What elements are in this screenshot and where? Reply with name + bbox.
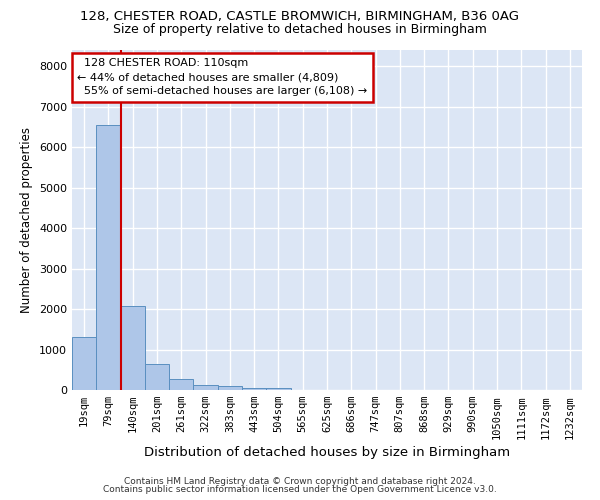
Bar <box>193 384 218 390</box>
Bar <box>218 386 242 390</box>
Y-axis label: Number of detached properties: Number of detached properties <box>20 127 34 313</box>
Bar <box>242 388 266 390</box>
Bar <box>169 378 193 390</box>
Text: 128 CHESTER ROAD: 110sqm  
← 44% of detached houses are smaller (4,809)
  55% of: 128 CHESTER ROAD: 110sqm ← 44% of detach… <box>77 58 367 96</box>
Bar <box>145 364 169 390</box>
X-axis label: Distribution of detached houses by size in Birmingham: Distribution of detached houses by size … <box>144 446 510 458</box>
Text: Contains HM Land Registry data © Crown copyright and database right 2024.: Contains HM Land Registry data © Crown c… <box>124 477 476 486</box>
Text: Size of property relative to detached houses in Birmingham: Size of property relative to detached ho… <box>113 22 487 36</box>
Bar <box>121 306 145 390</box>
Text: 128, CHESTER ROAD, CASTLE BROMWICH, BIRMINGHAM, B36 0AG: 128, CHESTER ROAD, CASTLE BROMWICH, BIRM… <box>80 10 520 23</box>
Bar <box>96 125 121 390</box>
Bar <box>72 338 96 390</box>
Text: Contains public sector information licensed under the Open Government Licence v3: Contains public sector information licen… <box>103 484 497 494</box>
Bar <box>266 388 290 390</box>
